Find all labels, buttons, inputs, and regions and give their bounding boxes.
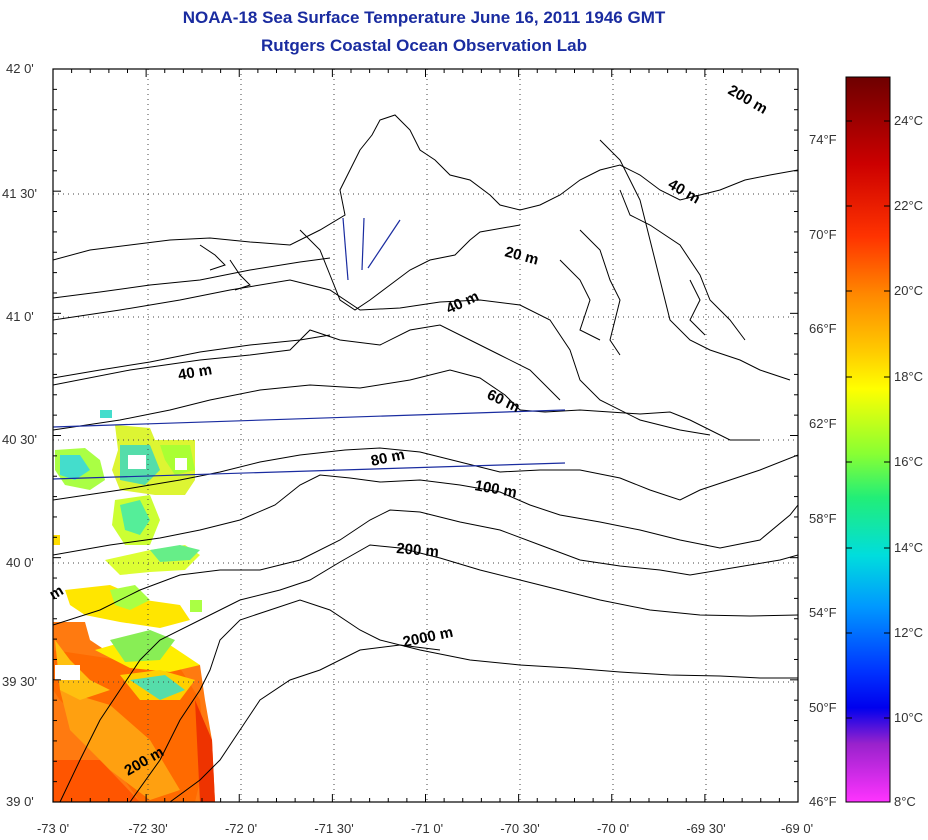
map-grid xyxy=(53,69,798,802)
lat-label: 40 30' xyxy=(2,432,37,447)
lon-label: -71 0' xyxy=(411,821,443,836)
celsius-label: 22°C xyxy=(894,198,923,213)
frame-ticks xyxy=(52,68,799,803)
celsius-label: 10°C xyxy=(894,710,923,725)
lat-label: 40 0' xyxy=(6,555,34,570)
celsius-label: 8°C xyxy=(894,794,916,809)
fahrenheit-label: 46°F xyxy=(809,794,837,809)
map-subtitle: Rutgers Coastal Ocean Observation Lab xyxy=(261,36,587,55)
fahrenheit-label: 54°F xyxy=(809,605,837,620)
map-title: NOAA-18 Sea Surface Temperature June 16,… xyxy=(182,8,666,27)
fahrenheit-label: 50°F xyxy=(809,700,837,715)
fahrenheit-label: 74°F xyxy=(809,132,837,147)
lon-label: -69 0' xyxy=(781,821,813,836)
fahrenheit-label: 58°F xyxy=(809,511,837,526)
coastline xyxy=(53,114,798,381)
longitude-labels: -73 0' -72 30' -72 0' -71 30' -71 0' -70… xyxy=(37,821,813,836)
contour-label: 200 m xyxy=(396,540,440,561)
lon-label: -70 0' xyxy=(597,821,629,836)
lon-label: -72 30' xyxy=(128,821,167,836)
fahrenheit-label: 70°F xyxy=(809,227,837,242)
contour-label: 40 m xyxy=(177,361,214,384)
sst-pixels xyxy=(53,410,215,802)
celsius-label: 16°C xyxy=(894,454,923,469)
lat-label: 39 30' xyxy=(2,674,37,689)
celsius-label: 18°C xyxy=(894,369,923,384)
contour-label: 80 m xyxy=(369,446,406,470)
lon-label: -70 30' xyxy=(500,821,539,836)
lat-label: 42 0' xyxy=(6,61,34,76)
lat-label: 41 0' xyxy=(6,309,34,324)
celsius-label: 24°C xyxy=(894,113,923,128)
lon-label: -72 0' xyxy=(225,821,257,836)
lon-label: -69 30' xyxy=(686,821,725,836)
fahrenheit-label: 62°F xyxy=(809,416,837,431)
fahrenheit-label: 66°F xyxy=(809,321,837,336)
celsius-label: 20°C xyxy=(894,283,923,298)
lon-label: -73 0' xyxy=(37,821,69,836)
lat-label: 41 30' xyxy=(2,186,37,201)
colorbar-fahrenheit-labels: 74°F 70°F 66°F 62°F 58°F 54°F 50°F 46°F xyxy=(809,132,837,809)
latitude-labels: 42 0' 41 30' 41 0' 40 30' 40 0' 39 30' 3… xyxy=(2,61,37,809)
colorbar-ticks xyxy=(846,120,890,719)
colorbar-celsius-labels: 24°C 22°C 20°C 18°C 16°C 14°C 12°C 10°C … xyxy=(894,113,923,809)
celsius-label: 12°C xyxy=(894,625,923,640)
transect-lines xyxy=(52,217,566,480)
lon-label: -71 30' xyxy=(314,821,353,836)
celsius-label: 14°C xyxy=(894,540,923,555)
colorbar xyxy=(845,76,891,803)
lat-label: 39 0' xyxy=(6,794,34,809)
bathymetry-contours xyxy=(53,257,798,802)
